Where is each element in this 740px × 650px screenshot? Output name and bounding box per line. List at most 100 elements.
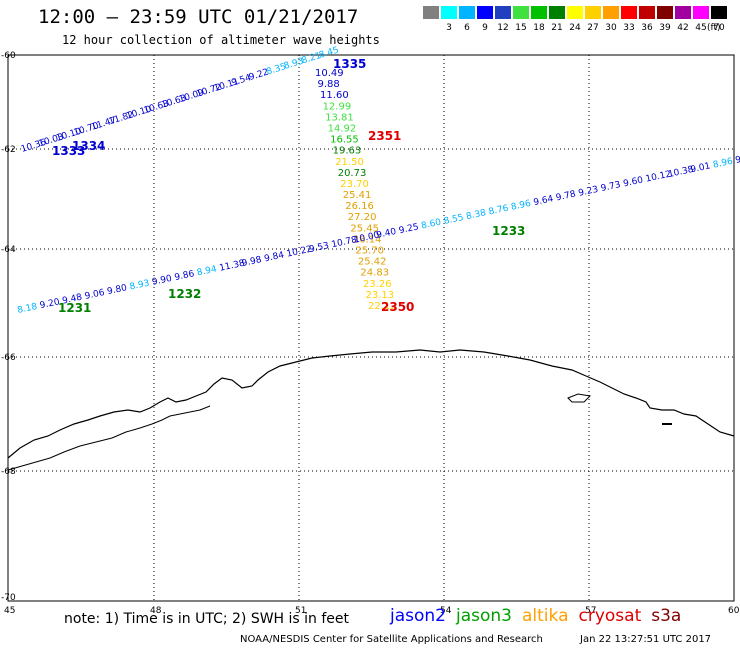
swh-value-label: 8.96	[510, 199, 532, 213]
color-swatch	[531, 6, 547, 19]
swh-value-label: 23.26	[363, 279, 392, 290]
color-scale-tick-label: 3	[446, 23, 452, 33]
swh-value-label: 8.55	[443, 213, 465, 227]
satellite-legend-item: jason3	[456, 606, 512, 626]
color-scale-tick-label: 9	[482, 23, 488, 33]
map-frame	[7, 54, 735, 602]
satellite-legend: jason2 jason3 altika cryosat s3a	[390, 606, 691, 626]
color-scale-tick-label: 45	[695, 23, 707, 33]
lon-tick-label: 57	[585, 606, 596, 616]
color-scale-tick-label: 12	[497, 23, 509, 33]
lat-tick-label: -66	[1, 353, 16, 363]
color-scale-tick-label: 70	[713, 23, 725, 33]
lat-tick-label: -60	[1, 51, 16, 61]
pass-time-label: 1231	[58, 301, 91, 315]
color-swatch	[585, 6, 601, 19]
swh-value-label: 8.76	[488, 203, 510, 217]
swh-value-label: 9.78	[555, 189, 577, 203]
swh-value-label: 8.38	[465, 208, 487, 222]
swh-value-label: 27.20	[348, 212, 377, 223]
swh-value-label: 9.01	[690, 161, 712, 175]
swh-value-label: 12.99	[323, 101, 352, 112]
color-swatch	[675, 6, 691, 19]
color-swatch	[603, 6, 619, 19]
swh-value-label: 23.13	[365, 290, 394, 301]
color-scale-tick-label: 15	[515, 23, 527, 33]
lat-tick-label: -64	[1, 245, 16, 255]
swh-value-label: 9.86	[174, 269, 196, 283]
pass-time-label: 1335	[333, 57, 366, 71]
swh-value-label: 9.23	[577, 185, 599, 199]
swh-value-label: 8.18	[17, 302, 39, 316]
color-scale-unit: (ft)	[707, 23, 721, 33]
swh-value-label: 26.16	[345, 201, 374, 212]
swh-value-label: 16.55	[330, 135, 359, 146]
lat-tick-label: -62	[1, 145, 16, 155]
swh-value-label: 8.96	[712, 157, 734, 171]
footer-timestamp: Jan 22 13:27:51 UTC 2017	[580, 634, 712, 645]
swh-value-label: 8.60	[420, 218, 442, 232]
swh-value-label: 9.06	[84, 288, 106, 302]
lon-tick-label: 60	[728, 606, 740, 616]
color-swatch	[549, 6, 565, 19]
swh-value-label: 8.94	[196, 264, 218, 278]
swh-value-label: 23.70	[340, 179, 369, 190]
swh-value-label: 22.12	[368, 301, 397, 312]
swh-value-label: 25.41	[343, 190, 372, 201]
lat-tick-label: -70	[1, 593, 16, 603]
swh-value-label: 25.42	[358, 257, 387, 268]
color-swatch	[459, 6, 475, 19]
color-swatch	[621, 6, 637, 19]
swh-value-label: 9.60	[622, 175, 644, 189]
coastline	[7, 349, 735, 459]
pass-time-label: 2351	[368, 129, 401, 143]
swh-value-label: 21.50	[335, 157, 364, 168]
island-outline	[567, 393, 592, 403]
color-swatch	[477, 6, 493, 19]
color-swatch	[495, 6, 511, 19]
swh-value-label: 25.70	[355, 246, 384, 257]
footnote: note: 1) Time is in UTC; 2) SWH is in fe…	[64, 611, 350, 627]
footer-credit: NOAA/NESDIS Center for Satellite Applica…	[240, 634, 543, 645]
swh-value-label: 9.88	[318, 79, 340, 90]
pass-time-label: 2350	[381, 300, 414, 314]
swh-value-label: 11.60	[320, 90, 349, 101]
swh-value-label: 26.14	[353, 234, 382, 245]
color-scale-tick-label: 33	[623, 23, 635, 33]
satellite-legend-item: jason2	[390, 606, 446, 626]
lon-tick-label: 54	[440, 606, 452, 616]
swh-value-label: 25.45	[350, 223, 379, 234]
swh-value-label: 13.81	[325, 112, 354, 123]
swh-value-label: 9.98	[241, 255, 263, 269]
pass-time-label: 1233	[492, 224, 525, 238]
satellite-legend-item: s3a	[651, 606, 682, 626]
color-scale-tick-label: 6	[464, 23, 470, 33]
swh-value-label: 9.53	[308, 241, 330, 255]
page-title: 12:00 – 23:59 UTC 01/21/2017	[38, 6, 359, 28]
swh-value-label: 9.20	[39, 297, 61, 311]
swh-value-label: 9.40	[376, 227, 398, 241]
lat-tick-label: -68	[1, 467, 16, 477]
color-swatch	[567, 6, 583, 19]
color-swatch	[423, 6, 439, 19]
color-scale-tick-label: 39	[659, 23, 671, 33]
color-swatch	[657, 6, 673, 19]
color-scale-tick-label: 36	[641, 23, 653, 33]
satellite-legend-item: cryosat	[578, 606, 642, 626]
color-scale-tick-label: 18	[533, 23, 545, 33]
swh-value-label: 10.49	[315, 68, 344, 79]
color-swatch	[639, 6, 655, 19]
swh-value-label: 20.73	[338, 168, 367, 179]
swh-value-label: 9	[735, 155, 740, 166]
color-scale-tick-label: 27	[587, 23, 599, 33]
page-subtitle: 12 hour collection of altimeter wave hei…	[62, 33, 380, 47]
swh-value-label: 8.93	[129, 279, 151, 293]
swh-value-label: 9.64	[533, 194, 555, 208]
swh-value-label: 9.84	[263, 250, 285, 264]
color-swatch	[513, 6, 529, 19]
lon-tick-label: 51	[295, 606, 306, 616]
swh-value-label: 24.83	[360, 268, 389, 279]
color-scale-tick-label: 24	[569, 23, 581, 33]
